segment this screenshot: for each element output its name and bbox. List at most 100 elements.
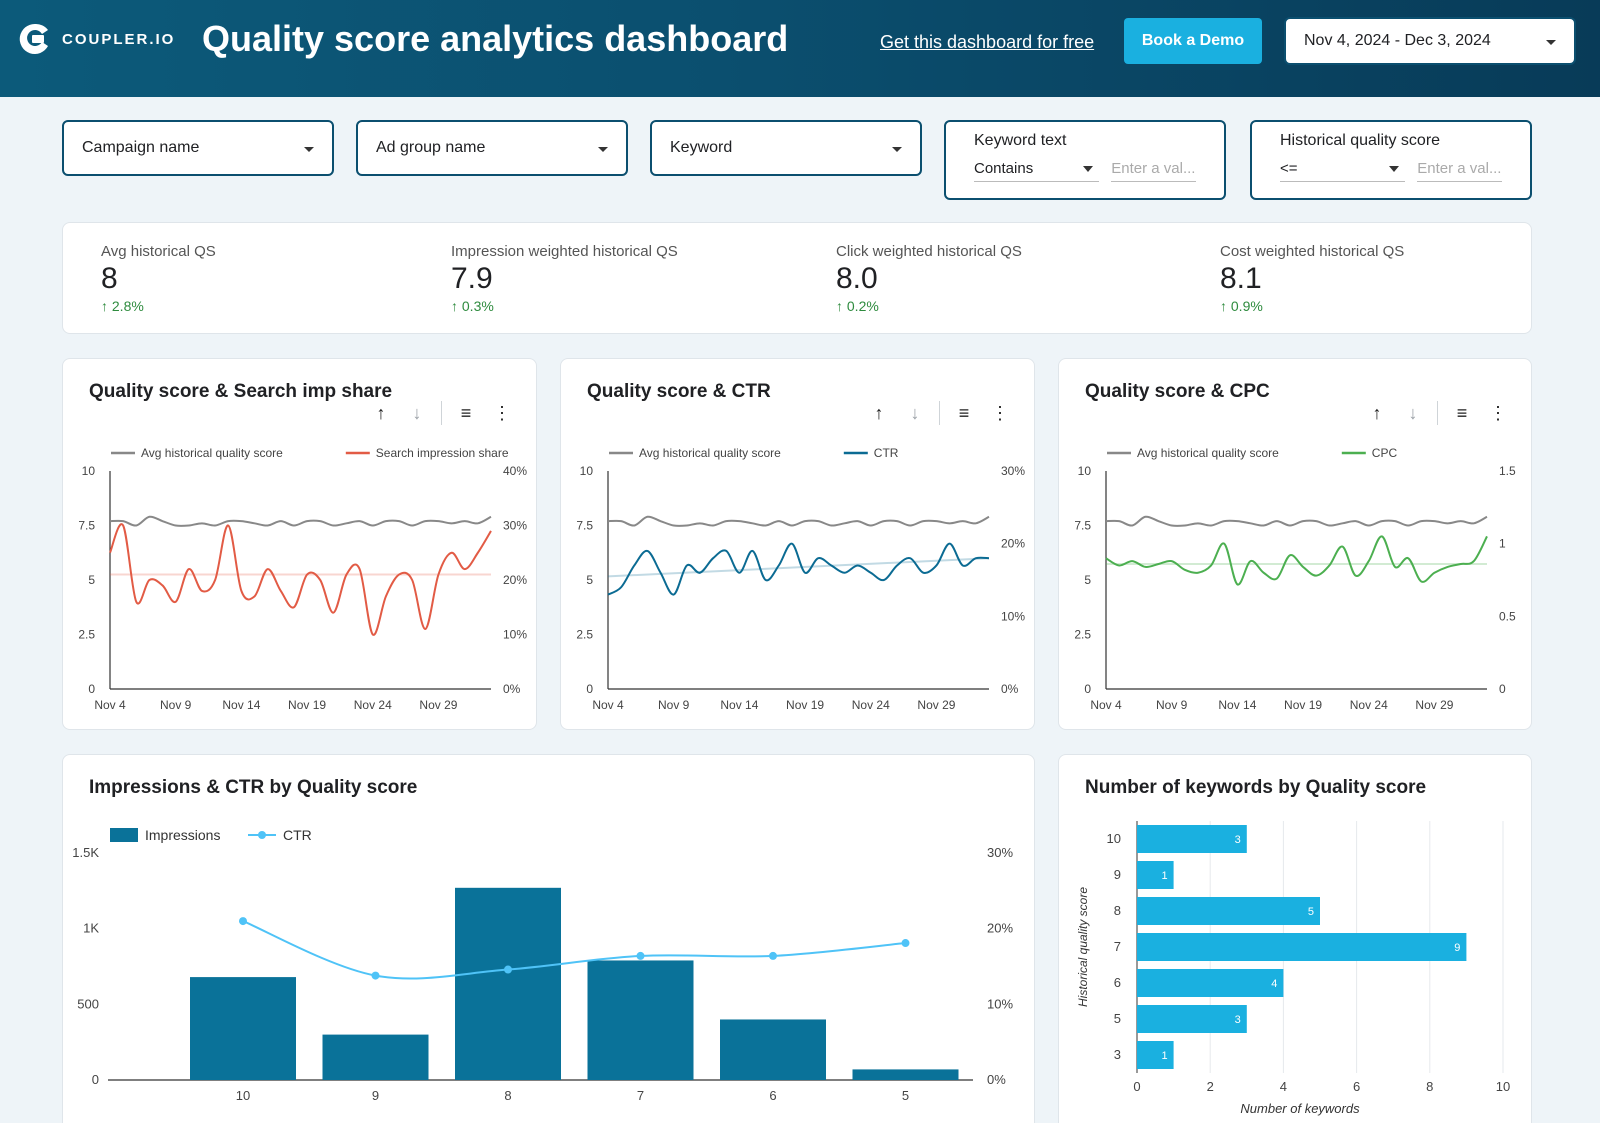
impressions-bar bbox=[322, 1034, 429, 1080]
chart-title: Quality score & Search imp share bbox=[89, 381, 393, 402]
y-left-tick-label: 5 bbox=[88, 573, 95, 587]
kpi-label: Impression weighted historical QS bbox=[451, 243, 678, 260]
keyword-text-operator[interactable]: Contains bbox=[974, 160, 1100, 182]
line-chart-imp-share: Avg historical quality score Search impre… bbox=[78, 446, 527, 712]
ad-group-filter[interactable]: Ad group name bbox=[356, 120, 628, 176]
y-left-tick-label: 1.5K bbox=[72, 845, 99, 860]
y-left-tick-label: 500 bbox=[77, 996, 99, 1011]
keyword-bar bbox=[1137, 1005, 1247, 1033]
sort-ascending-icon[interactable]: ↑ bbox=[1372, 402, 1382, 423]
kpi-value: 8 bbox=[101, 262, 118, 295]
keyword-text-filter: Keyword text Contains Enter a val... bbox=[944, 120, 1226, 200]
bar-value-label: 9 bbox=[1454, 942, 1460, 954]
arrow-up-icon: ↑ bbox=[451, 298, 458, 314]
line-chart-cpc: Avg historical quality score CPC107.552.5… bbox=[1074, 446, 1516, 712]
book-demo-button[interactable]: Book a Demo bbox=[1124, 18, 1262, 64]
impressions-bar bbox=[587, 960, 694, 1080]
legend-swatch bbox=[110, 828, 138, 842]
historical-qs-operator-value: <= bbox=[1280, 160, 1298, 177]
sort-descending-icon[interactable]: ↓ bbox=[910, 402, 920, 423]
date-range-picker[interactable]: Nov 4, 2024 - Dec 3, 2024 bbox=[1284, 17, 1576, 65]
y-tick-label: 10 bbox=[1107, 831, 1121, 846]
historical-qs-operator[interactable]: <= bbox=[1280, 160, 1406, 182]
legend-label: CPC bbox=[1372, 446, 1398, 460]
x-tick-label: Nov 29 bbox=[1415, 698, 1453, 712]
x-tick-label: Nov 9 bbox=[658, 698, 690, 712]
chart-title: Quality score & CPC bbox=[1085, 381, 1270, 402]
impressions-bar bbox=[455, 887, 561, 1080]
y-tick-label: 3 bbox=[1114, 1047, 1121, 1062]
sort-ascending-icon[interactable]: ↑ bbox=[874, 402, 884, 423]
y-right-tick-label: 0% bbox=[503, 682, 521, 696]
bar-value-label: 4 bbox=[1271, 978, 1277, 990]
arrow-up-icon: ↑ bbox=[1220, 298, 1227, 314]
hbar-chart: 0 2 4 6 8 10 3 10 1 9 5 8 9 7 4 6 3 5 1 3 Number of keywords… bbox=[1076, 821, 1510, 1116]
y-left-tick-label: 10 bbox=[580, 464, 594, 478]
page-title: Quality score analytics dashboard bbox=[202, 18, 789, 59]
y-left-tick-label: 0 bbox=[88, 682, 95, 696]
filter-icon[interactable]: ≡ bbox=[1456, 402, 1468, 423]
x-tick-label: Nov 4 bbox=[94, 698, 126, 712]
campaign-filter[interactable]: Campaign name bbox=[62, 120, 334, 176]
x-tick-label: Nov 14 bbox=[720, 698, 758, 712]
chart-card-cpc: Quality score & CPC ↑ ↓ ≡ ⋮ Avg historic… bbox=[1058, 358, 1532, 730]
x-tick-label: 8 bbox=[504, 1088, 511, 1103]
more-options-icon[interactable]: ⋮ bbox=[991, 402, 1009, 423]
kpi-label: Avg historical QS bbox=[101, 243, 216, 260]
sort-ascending-icon[interactable]: ↑ bbox=[376, 402, 386, 423]
legend-label: Search impression share bbox=[376, 446, 509, 460]
chevron-down-icon bbox=[1389, 166, 1400, 172]
series-line bbox=[607, 542, 990, 596]
coupler-logo-icon bbox=[19, 23, 48, 54]
y-left-tick-label: 7.5 bbox=[576, 519, 593, 533]
keyword-bar bbox=[1137, 861, 1174, 889]
keyword-bar bbox=[1137, 897, 1320, 925]
y-right-tick-label: 0 bbox=[1499, 682, 1506, 696]
y-left-tick-label: 2.5 bbox=[576, 628, 593, 642]
header-bar: COUPLER.IO Quality score analytics dashb… bbox=[0, 0, 1600, 97]
y-left-tick-label: 5 bbox=[1084, 573, 1091, 587]
bar-value-label: 1 bbox=[1161, 1050, 1167, 1062]
y-left-tick-label: 7.5 bbox=[78, 519, 95, 533]
more-options-icon[interactable]: ⋮ bbox=[493, 402, 511, 423]
y-left-tick-label: 0 bbox=[586, 682, 593, 696]
y-right-tick-label: 30% bbox=[987, 845, 1013, 860]
y-right-tick-label: 40% bbox=[503, 464, 527, 478]
legend-label: Avg historical quality score bbox=[639, 446, 781, 460]
line-chart-ctr: Avg historical quality score CTR 10 7.5 5 2.5… bbox=[576, 446, 1025, 712]
historical-qs-filter: Historical quality score <= Enter a val.… bbox=[1250, 120, 1532, 200]
y-tick-label: 8 bbox=[1114, 903, 1121, 918]
y-left-tick-label: 10 bbox=[1078, 464, 1092, 478]
sort-descending-icon[interactable]: ↓ bbox=[412, 402, 422, 423]
chevron-down-icon bbox=[1546, 40, 1556, 45]
keyword-text-input[interactable]: Enter a val... bbox=[1111, 160, 1196, 182]
y-tick-label: 5 bbox=[1114, 1011, 1121, 1026]
chart-toolbar: ↑ ↓ ≡ ⋮ bbox=[1359, 401, 1516, 425]
more-options-icon[interactable]: ⋮ bbox=[1489, 402, 1507, 423]
y-right-tick-label: 30% bbox=[503, 519, 527, 533]
date-range-value: Nov 4, 2024 - Dec 3, 2024 bbox=[1304, 32, 1491, 49]
kpi-label: Click weighted historical QS bbox=[836, 243, 1022, 260]
get-dashboard-link[interactable]: Get this dashboard for free bbox=[880, 32, 1095, 52]
x-tick-label: Nov 9 bbox=[160, 698, 192, 712]
chart-toolbar: ↑ ↓ ≡ ⋮ bbox=[363, 401, 520, 425]
filter-icon[interactable]: ≡ bbox=[958, 402, 970, 423]
y-right-tick-label: 20% bbox=[1001, 537, 1025, 551]
kpi-scorecard: Avg historical QS 8 ↑ 2.8% Impression we… bbox=[62, 222, 1532, 334]
historical-qs-input[interactable]: Enter a val... bbox=[1417, 160, 1502, 182]
sort-descending-icon[interactable]: ↓ bbox=[1408, 402, 1418, 423]
y-left-tick-label: 2.5 bbox=[1074, 628, 1091, 642]
y-left-tick-label: 0 bbox=[92, 1072, 99, 1087]
y-left-tick-label: 7.5 bbox=[1074, 519, 1091, 533]
x-tick-label: 8 bbox=[1426, 1079, 1433, 1094]
kpi-value: 7.9 bbox=[451, 262, 493, 295]
x-tick-label: Nov 19 bbox=[786, 698, 824, 712]
chart-title: Quality score & CTR bbox=[587, 381, 771, 402]
historical-qs-label: Historical quality score bbox=[1280, 132, 1441, 149]
ctr-point bbox=[769, 951, 777, 960]
kpi-impression-qs: Impression weighted historical QS 7.9 ↑ … bbox=[451, 243, 678, 314]
filter-icon[interactable]: ≡ bbox=[460, 402, 472, 423]
keyword-filter[interactable]: Keyword bbox=[650, 120, 922, 176]
y-right-tick-label: 10% bbox=[503, 628, 527, 642]
y-right-tick-label: 30% bbox=[1001, 464, 1025, 478]
